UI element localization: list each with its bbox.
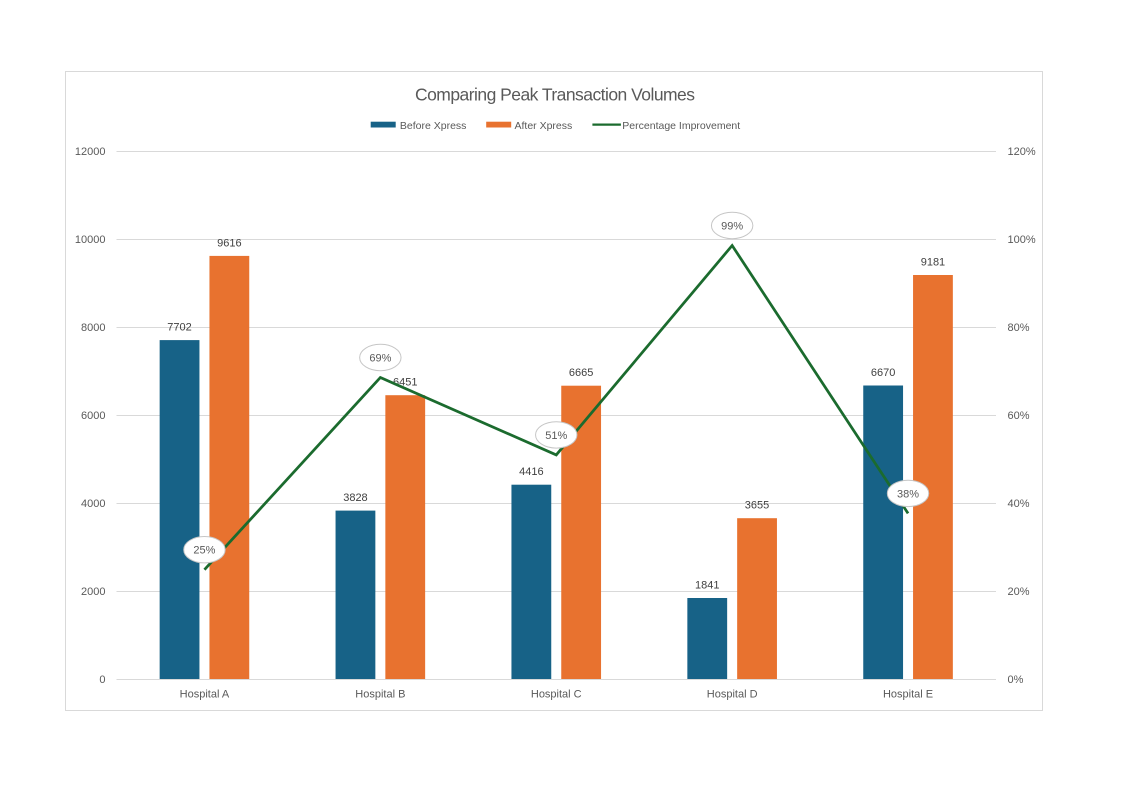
svg-text:7702: 7702 bbox=[167, 322, 191, 334]
svg-text:6000: 6000 bbox=[81, 410, 105, 422]
svg-text:0%: 0% bbox=[1008, 674, 1024, 686]
svg-text:Percentage Improvement: Percentage Improvement bbox=[622, 120, 740, 132]
svg-text:0: 0 bbox=[99, 674, 105, 686]
svg-text:Hospital D: Hospital D bbox=[707, 689, 758, 701]
svg-text:9181: 9181 bbox=[921, 256, 945, 268]
svg-text:Comparing Peak Transaction Vol: Comparing Peak Transaction Volumes bbox=[415, 85, 695, 105]
svg-text:60%: 60% bbox=[1008, 410, 1030, 422]
svg-text:99%: 99% bbox=[721, 220, 743, 232]
svg-text:Before Xpress: Before Xpress bbox=[400, 120, 467, 132]
svg-text:69%: 69% bbox=[369, 352, 391, 364]
svg-text:Hospital A: Hospital A bbox=[180, 689, 230, 701]
svg-text:4000: 4000 bbox=[81, 498, 105, 510]
svg-text:20%: 20% bbox=[1008, 586, 1030, 598]
svg-text:80%: 80% bbox=[1008, 322, 1030, 334]
svg-text:25%: 25% bbox=[193, 545, 215, 557]
svg-text:9616: 9616 bbox=[217, 237, 241, 249]
svg-text:1841: 1841 bbox=[695, 579, 719, 591]
svg-text:6665: 6665 bbox=[569, 367, 593, 379]
svg-text:8000: 8000 bbox=[81, 322, 105, 334]
svg-text:4416: 4416 bbox=[519, 466, 543, 478]
svg-text:Hospital C: Hospital C bbox=[531, 689, 582, 701]
svg-text:12000: 12000 bbox=[75, 146, 106, 158]
svg-text:10000: 10000 bbox=[75, 234, 106, 246]
svg-text:40%: 40% bbox=[1008, 498, 1030, 510]
svg-text:100%: 100% bbox=[1008, 234, 1036, 246]
svg-text:3655: 3655 bbox=[745, 500, 769, 512]
svg-text:3828: 3828 bbox=[343, 492, 367, 504]
svg-text:Hospital E: Hospital E bbox=[883, 689, 933, 701]
svg-text:38%: 38% bbox=[897, 488, 919, 500]
svg-text:120%: 120% bbox=[1008, 146, 1036, 158]
svg-text:After Xpress: After Xpress bbox=[515, 120, 573, 132]
svg-text:6451: 6451 bbox=[393, 377, 417, 389]
svg-text:51%: 51% bbox=[545, 430, 567, 442]
svg-text:6670: 6670 bbox=[871, 367, 895, 379]
svg-text:Hospital B: Hospital B bbox=[355, 689, 405, 701]
svg-text:2000: 2000 bbox=[81, 586, 105, 598]
